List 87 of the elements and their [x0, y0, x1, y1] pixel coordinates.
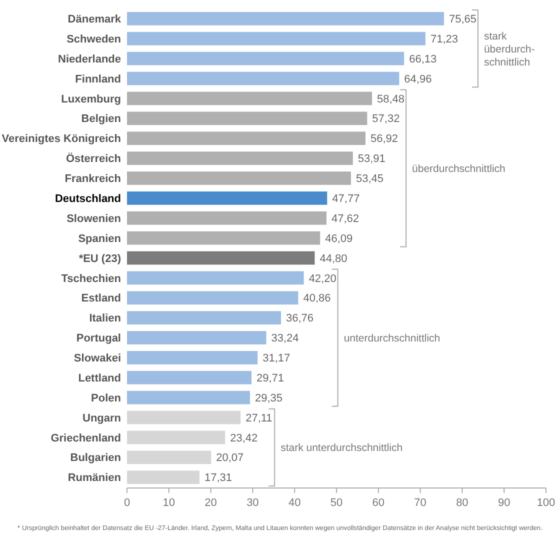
bar: [127, 231, 320, 245]
y-tick-label: Rumänien: [68, 472, 122, 484]
x-tick-label: 70: [414, 497, 426, 509]
y-tick-label: Griechenland: [50, 432, 121, 444]
data-label: 47,62: [332, 212, 360, 225]
annotation: stark unterdurchschnittlich: [280, 442, 403, 454]
data-label: 58,48: [377, 93, 405, 106]
data-label: 47,77: [332, 192, 360, 205]
data-label: 46,09: [325, 232, 353, 245]
y-tick-label: Portugal: [76, 332, 121, 345]
bar: [127, 172, 351, 185]
bar: [127, 191, 328, 205]
data-label: 42,20: [308, 272, 336, 285]
data-label: 71,23: [430, 33, 458, 46]
x-tick-label: 20: [204, 497, 217, 509]
y-tick-label: Luxemburg: [61, 93, 121, 106]
data-label: 23,42: [230, 432, 258, 444]
y-tick-label: Frankreich: [64, 173, 122, 186]
bar: [127, 351, 258, 364]
data-label: 57,32: [372, 113, 400, 126]
bar: [127, 72, 400, 86]
bar: [127, 410, 241, 424]
y-tick-label: Ungarn: [82, 412, 122, 424]
bar: [127, 251, 315, 265]
data-label: 20,07: [216, 452, 244, 464]
data-label: 29,71: [256, 372, 284, 384]
annotation: überdurchschnittlich: [412, 162, 506, 175]
data-label: 53,45: [356, 173, 384, 186]
bar: [127, 211, 327, 225]
bar: [127, 132, 366, 145]
x-tick-label: 50: [330, 497, 343, 509]
data-label: 44,80: [320, 252, 348, 265]
y-tick-label: Spanien: [78, 232, 122, 245]
data-label: 66,13: [409, 53, 437, 66]
annotation: stark überdurch-schnittlich: [484, 30, 536, 68]
bar: [127, 52, 404, 66]
x-tick-label: 40: [288, 497, 301, 509]
bar: [127, 12, 444, 26]
data-label: 56,92: [370, 133, 398, 146]
bar: [127, 311, 282, 324]
y-tick-label: Österreich: [66, 152, 122, 166]
y-tick-label: Slowakei: [74, 352, 121, 365]
bar: [127, 32, 426, 46]
data-label: 64,96: [404, 73, 432, 86]
y-tick-label: Lettland: [78, 372, 121, 384]
data-label: 29,35: [254, 392, 283, 404]
x-tick-label: 60: [372, 497, 385, 509]
bar: [127, 470, 200, 484]
x-tick-label: 80: [456, 497, 468, 509]
y-tick-label: Estland: [81, 292, 121, 305]
data-label: 31,17: [262, 352, 290, 365]
bar: [127, 370, 252, 384]
y-tick-label: Polen: [91, 392, 122, 404]
bar: [127, 331, 266, 344]
y-tick-label: Italien: [89, 312, 122, 325]
y-tick-label: Finnland: [75, 73, 121, 86]
bar: [127, 291, 298, 305]
x-tick-label: 100: [536, 497, 556, 509]
bar: [127, 390, 250, 404]
bar: [127, 92, 372, 106]
y-tick-label: Deutschland: [54, 192, 121, 205]
x-tick-label: 90: [498, 497, 510, 509]
x-tick-label: 0: [124, 497, 130, 509]
y-tick-label: Bulgarien: [70, 452, 122, 464]
data-label: 33,24: [271, 332, 299, 345]
data-label: 40,86: [303, 292, 331, 305]
y-tick-label: Slowenien: [66, 212, 122, 225]
bar: [127, 430, 226, 444]
y-tick-label: Niederlande: [58, 53, 121, 66]
y-tick-label: Dänemark: [68, 14, 122, 26]
data-label: 17,31: [204, 472, 232, 484]
data-label: 53,91: [358, 153, 386, 166]
y-tick-label: Schweden: [66, 33, 122, 46]
data-label: 75,65: [448, 14, 477, 26]
y-tick-label: Vereinigtes Königreich: [2, 133, 122, 146]
y-tick-label: Belgien: [81, 113, 122, 126]
data-label: 27,11: [246, 412, 272, 424]
annotation: unterdurchschnittlich: [344, 332, 440, 344]
bar: [127, 271, 304, 285]
x-tick-label: 30: [246, 497, 259, 509]
bar: [127, 112, 368, 126]
data-label: 36,76: [286, 312, 314, 325]
bar: [127, 152, 353, 165]
x-tick-label: 10: [162, 497, 176, 509]
y-tick-label: *EU (23): [78, 252, 122, 265]
bar: [127, 450, 212, 464]
y-tick-label: Tschechien: [61, 272, 122, 285]
